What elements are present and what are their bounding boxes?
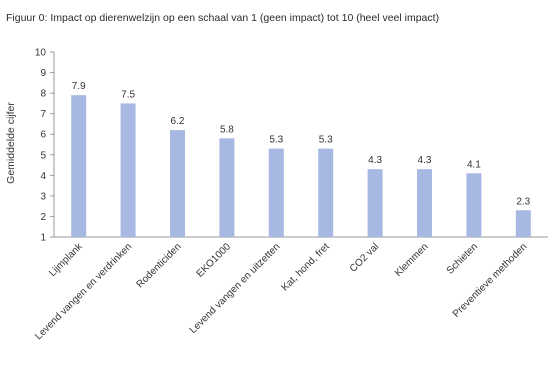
y-tick-label: 2	[40, 212, 46, 223]
y-tick-label: 3	[40, 191, 46, 202]
data-label: 4.1	[467, 159, 481, 170]
y-axis-ticks: 1 2 3 4 5 6 7 8 9 10	[35, 48, 54, 244]
x-category-label: Rodenticiden	[135, 241, 184, 290]
y-tick-label: 5	[40, 150, 46, 161]
bar	[170, 130, 185, 237]
data-labels: 7.9 7.5 6.2 5.8 5.3 5.3 4.3 4.3 4.1 2.3	[72, 81, 531, 207]
x-category-label: CO2 val	[348, 241, 381, 274]
data-label: 2.3	[516, 196, 530, 207]
y-axis-title: Gemiddelde cijfer	[5, 102, 17, 184]
x-category-label: Lijmplank	[47, 241, 85, 279]
chart-title: Figuur 0: Impact op dierenwelzijn op een…	[6, 12, 439, 24]
x-category-label: EKO1000	[195, 241, 234, 280]
bar	[71, 95, 87, 238]
data-label: 5.3	[269, 135, 283, 146]
bar	[219, 138, 235, 237]
data-label: 7.5	[121, 89, 135, 100]
x-category-label: Levend vangen en uitzetten	[188, 241, 283, 336]
y-tick-label: 6	[40, 130, 46, 141]
y-tick-label: 10	[35, 48, 47, 59]
x-category-label: Klemmen	[393, 241, 431, 279]
y-tick-label: 9	[40, 68, 46, 79]
x-category-label: Kat, hond, fret	[280, 241, 332, 293]
y-tick-label: 1	[40, 233, 46, 244]
data-label: 5.8	[220, 124, 234, 135]
data-label: 6.2	[171, 116, 185, 127]
bar	[466, 173, 482, 237]
x-category-label: Schieten	[445, 241, 480, 276]
data-label: 4.3	[418, 155, 432, 166]
data-label: 7.9	[72, 81, 86, 92]
y-tick-label: 4	[40, 171, 46, 182]
axes	[53, 52, 548, 238]
y-tick-label: 8	[40, 89, 46, 100]
data-label: 5.3	[319, 135, 333, 146]
y-tick-label: 7	[40, 109, 46, 120]
x-category-label: Levend vangen en verdrinken	[33, 241, 134, 342]
bar	[417, 169, 432, 237]
bar	[515, 210, 531, 237]
data-label: 4.3	[368, 155, 382, 166]
bars	[71, 95, 531, 238]
bar	[367, 169, 383, 237]
bar	[120, 103, 136, 237]
bar	[268, 148, 284, 237]
bar	[318, 148, 334, 237]
